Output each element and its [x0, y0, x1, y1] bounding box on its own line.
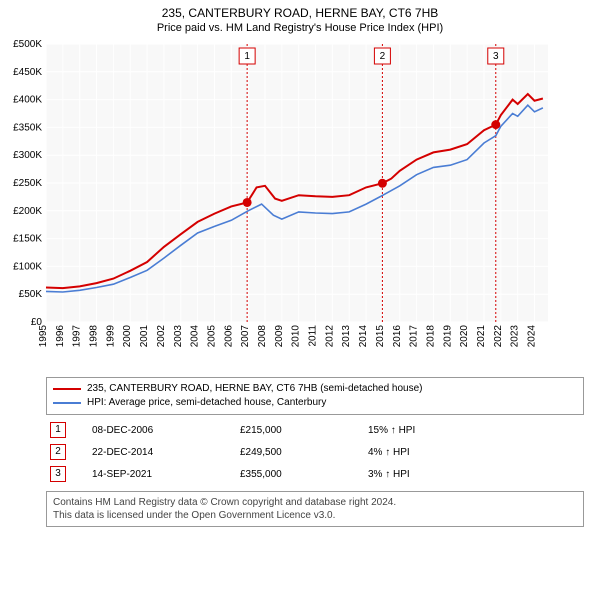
event-pct: 15% ↑ HPI — [364, 419, 584, 441]
sale-marker-number: 2 — [380, 51, 386, 62]
x-tick-label: 2004 — [190, 325, 201, 348]
price-chart: £0£50K£100K£150K£200K£250K£300K£350K£400… — [0, 38, 560, 368]
event-row: 2 22-DEC-2014 £249,500 4% ↑ HPI — [46, 441, 584, 463]
x-tick-label: 2002 — [156, 325, 167, 348]
x-tick-label: 2001 — [139, 325, 150, 348]
y-tick-label: £150K — [13, 234, 42, 245]
legend-label: HPI: Average price, semi-detached house,… — [87, 396, 326, 410]
x-tick-label: 2018 — [425, 325, 436, 348]
y-tick-label: £50K — [19, 289, 43, 300]
x-tick-label: 2012 — [324, 325, 335, 348]
y-tick-label: £400K — [13, 95, 42, 106]
event-date: 14-SEP-2021 — [88, 463, 236, 485]
footer-note: Contains HM Land Registry data © Crown c… — [46, 491, 584, 527]
x-tick-label: 2024 — [527, 325, 538, 348]
y-tick-label: £200K — [13, 206, 42, 217]
x-tick-label: 2023 — [510, 325, 521, 348]
x-tick-label: 2010 — [291, 325, 302, 348]
x-tick-label: 2007 — [240, 325, 251, 348]
x-tick-label: 1995 — [38, 325, 49, 348]
sale-dot — [491, 120, 500, 129]
legend-swatch — [53, 388, 81, 390]
legend-row-hpi: HPI: Average price, semi-detached house,… — [53, 396, 577, 410]
y-tick-label: £500K — [13, 39, 42, 50]
x-tick-label: 2015 — [375, 325, 386, 348]
x-tick-label: 2019 — [442, 325, 453, 348]
x-tick-label: 2022 — [493, 325, 504, 348]
y-tick-label: £100K — [13, 261, 42, 272]
x-tick-label: 2005 — [206, 325, 217, 348]
event-price: £355,000 — [236, 463, 364, 485]
events-table: 1 08-DEC-2006 £215,000 15% ↑ HPI 2 22-DE… — [46, 419, 584, 485]
x-tick-label: 2011 — [308, 325, 319, 347]
x-tick-label: 2000 — [122, 325, 133, 348]
footer-line: Contains HM Land Registry data © Crown c… — [53, 496, 577, 509]
event-date: 08-DEC-2006 — [88, 419, 236, 441]
x-tick-label: 1996 — [55, 325, 66, 348]
event-marker-icon: 1 — [50, 422, 66, 438]
y-tick-label: £450K — [13, 67, 42, 78]
x-tick-label: 2020 — [459, 325, 470, 348]
legend-label: 235, CANTERBURY ROAD, HERNE BAY, CT6 7HB… — [87, 382, 423, 396]
event-row: 3 14-SEP-2021 £355,000 3% ↑ HPI — [46, 463, 584, 485]
x-tick-label: 2003 — [173, 325, 184, 348]
sale-dot — [378, 179, 387, 188]
sale-marker-number: 3 — [493, 51, 499, 62]
event-date: 22-DEC-2014 — [88, 441, 236, 463]
x-tick-label: 1998 — [89, 325, 100, 348]
x-tick-label: 2006 — [223, 325, 234, 348]
x-tick-label: 2013 — [341, 325, 352, 348]
legend: 235, CANTERBURY ROAD, HERNE BAY, CT6 7HB… — [46, 377, 584, 415]
event-pct: 3% ↑ HPI — [364, 463, 584, 485]
sale-marker-number: 1 — [244, 51, 250, 62]
x-tick-label: 1997 — [72, 325, 83, 348]
y-tick-label: £350K — [13, 122, 42, 133]
event-row: 1 08-DEC-2006 £215,000 15% ↑ HPI — [46, 419, 584, 441]
x-tick-label: 1999 — [105, 325, 116, 348]
x-tick-label: 2021 — [476, 325, 487, 348]
event-marker-icon: 2 — [50, 444, 66, 460]
x-tick-label: 2016 — [392, 325, 403, 348]
x-tick-label: 2009 — [274, 325, 285, 348]
legend-row-price-paid: 235, CANTERBURY ROAD, HERNE BAY, CT6 7HB… — [53, 382, 577, 396]
event-marker-icon: 3 — [50, 466, 66, 482]
y-tick-label: £300K — [13, 150, 42, 161]
page-subtitle: Price paid vs. HM Land Registry's House … — [0, 20, 600, 38]
footer-line: This data is licensed under the Open Gov… — [53, 509, 577, 522]
page-title: 235, CANTERBURY ROAD, HERNE BAY, CT6 7HB — [0, 0, 600, 20]
event-price: £215,000 — [236, 419, 364, 441]
x-tick-label: 2008 — [257, 325, 268, 348]
sale-dot — [243, 198, 252, 207]
y-tick-label: £250K — [13, 178, 42, 189]
event-price: £249,500 — [236, 441, 364, 463]
legend-swatch — [53, 402, 81, 404]
event-pct: 4% ↑ HPI — [364, 441, 584, 463]
x-tick-label: 2017 — [409, 325, 420, 348]
x-tick-label: 2014 — [358, 325, 369, 348]
